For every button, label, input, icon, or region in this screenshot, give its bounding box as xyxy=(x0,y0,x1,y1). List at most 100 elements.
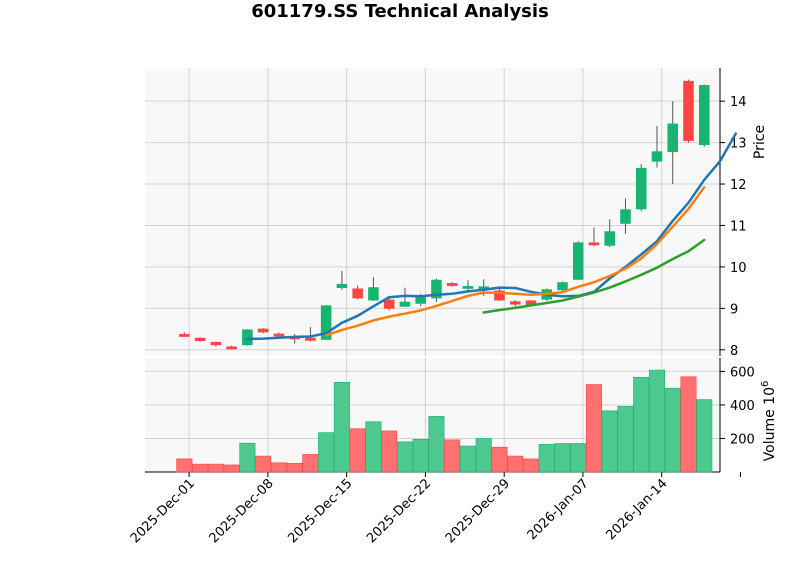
candle-body xyxy=(683,80,694,141)
volume-y-tick-label: 200 xyxy=(730,432,755,447)
volume-y-tick-label: 600 xyxy=(730,365,755,380)
candle-body xyxy=(179,334,190,337)
volume-bar xyxy=(223,464,240,473)
price-y-tick-label: 14 xyxy=(730,95,747,110)
candle-body xyxy=(399,301,411,307)
candle-body xyxy=(620,209,631,224)
volume-bar xyxy=(428,416,445,473)
volume-bar xyxy=(396,441,413,473)
candle-body xyxy=(352,288,363,299)
candlestick xyxy=(557,281,568,293)
candle-body xyxy=(431,279,442,299)
candlestick xyxy=(604,219,616,248)
volume-bar xyxy=(696,399,713,473)
volume-bar xyxy=(617,405,634,473)
volume-bar xyxy=(381,430,398,473)
candlestick xyxy=(588,227,600,247)
candle-body xyxy=(557,282,568,291)
volume-bar xyxy=(333,382,350,473)
volume-bar xyxy=(475,438,492,473)
price-panel-background xyxy=(145,68,720,356)
candle-body xyxy=(698,85,710,146)
volume-bar xyxy=(459,445,476,473)
volume-bar xyxy=(444,439,461,473)
candle-body xyxy=(588,242,600,246)
price-y-tick-label: 9 xyxy=(730,302,738,317)
candlestick xyxy=(336,271,348,290)
candle-body xyxy=(572,242,584,280)
candle-body xyxy=(336,283,348,289)
moving-average-line-ma5 xyxy=(246,132,738,341)
candle-body xyxy=(226,346,237,350)
volume-y-tick-label: 400 xyxy=(730,399,755,414)
volume-bar xyxy=(176,458,193,473)
candle-body xyxy=(194,337,206,342)
volume-bar xyxy=(601,410,618,473)
x-tick-label: 2026-Jan-07 xyxy=(525,476,592,543)
volume-bar xyxy=(207,463,224,473)
volume-bar xyxy=(664,387,681,473)
x-tick-label: 2025-Dec-22 xyxy=(364,476,434,546)
candlestick xyxy=(194,337,206,342)
candlestick xyxy=(683,79,694,143)
candlestick xyxy=(179,332,190,337)
volume-axis-label-text: Volume xyxy=(762,409,778,461)
volume-bar xyxy=(270,462,287,473)
price-y-tick-label: 13 xyxy=(730,137,747,152)
candle-body xyxy=(383,299,395,309)
candle-body xyxy=(651,151,663,162)
moving-average-line-ma20 xyxy=(482,238,706,314)
candle-body xyxy=(305,337,316,341)
candle-body xyxy=(257,328,269,333)
x-tick-label: 2025-Dec-15 xyxy=(285,476,355,546)
candlestick xyxy=(509,300,521,307)
candle-body xyxy=(509,301,521,305)
volume-bar xyxy=(255,455,272,473)
x-tick-label: 2025-Dec-01 xyxy=(128,476,198,546)
volume-bar xyxy=(648,369,666,473)
candle-body xyxy=(242,329,253,346)
candle-body xyxy=(273,333,285,337)
candlestick xyxy=(462,280,474,291)
candlestick xyxy=(305,326,316,342)
volume-bar xyxy=(192,463,209,473)
candlestick xyxy=(352,285,363,300)
volume-bar xyxy=(302,454,319,473)
volume-bar xyxy=(412,439,429,473)
candlestick xyxy=(651,126,663,168)
moving-average-line-ma10 xyxy=(324,186,706,337)
candle-body xyxy=(604,231,616,246)
price-y-tick-label: 11 xyxy=(730,219,747,234)
candlestick xyxy=(698,84,710,147)
candlestick xyxy=(210,341,222,347)
volume-bar xyxy=(585,384,602,473)
candlestick xyxy=(620,198,631,234)
candlestick xyxy=(635,164,647,211)
x-tick-label: 2025-Dec-29 xyxy=(443,476,513,546)
price-axis-label: Price xyxy=(752,125,768,159)
volume-bar xyxy=(522,458,539,473)
candlestick xyxy=(273,332,285,337)
candle-body xyxy=(667,123,679,153)
x-tick-label: 2026-Jan-14 xyxy=(604,476,671,543)
chart-title: 601179.SS Technical Analysis xyxy=(251,1,549,22)
candlestick xyxy=(446,282,458,287)
volume-bar xyxy=(239,442,256,473)
candle-body xyxy=(462,285,474,289)
volume-axis-label: Volume 106 xyxy=(760,381,778,462)
price-y-tick-label: 8 xyxy=(730,344,738,359)
candlestick xyxy=(257,328,269,334)
volume-bar xyxy=(633,376,650,473)
volume-bar xyxy=(507,455,524,473)
candle-body xyxy=(494,290,505,301)
candle-body xyxy=(446,283,458,286)
candle-body xyxy=(320,305,332,340)
price-y-tick-label: 10 xyxy=(730,261,747,276)
price-y-tick-label: 12 xyxy=(730,178,747,193)
x-tick-label: 2025-Dec-08 xyxy=(207,476,277,546)
volume-axis-exponent: 6 xyxy=(760,381,771,387)
candlestick xyxy=(667,101,679,185)
volume-bar xyxy=(538,444,555,473)
